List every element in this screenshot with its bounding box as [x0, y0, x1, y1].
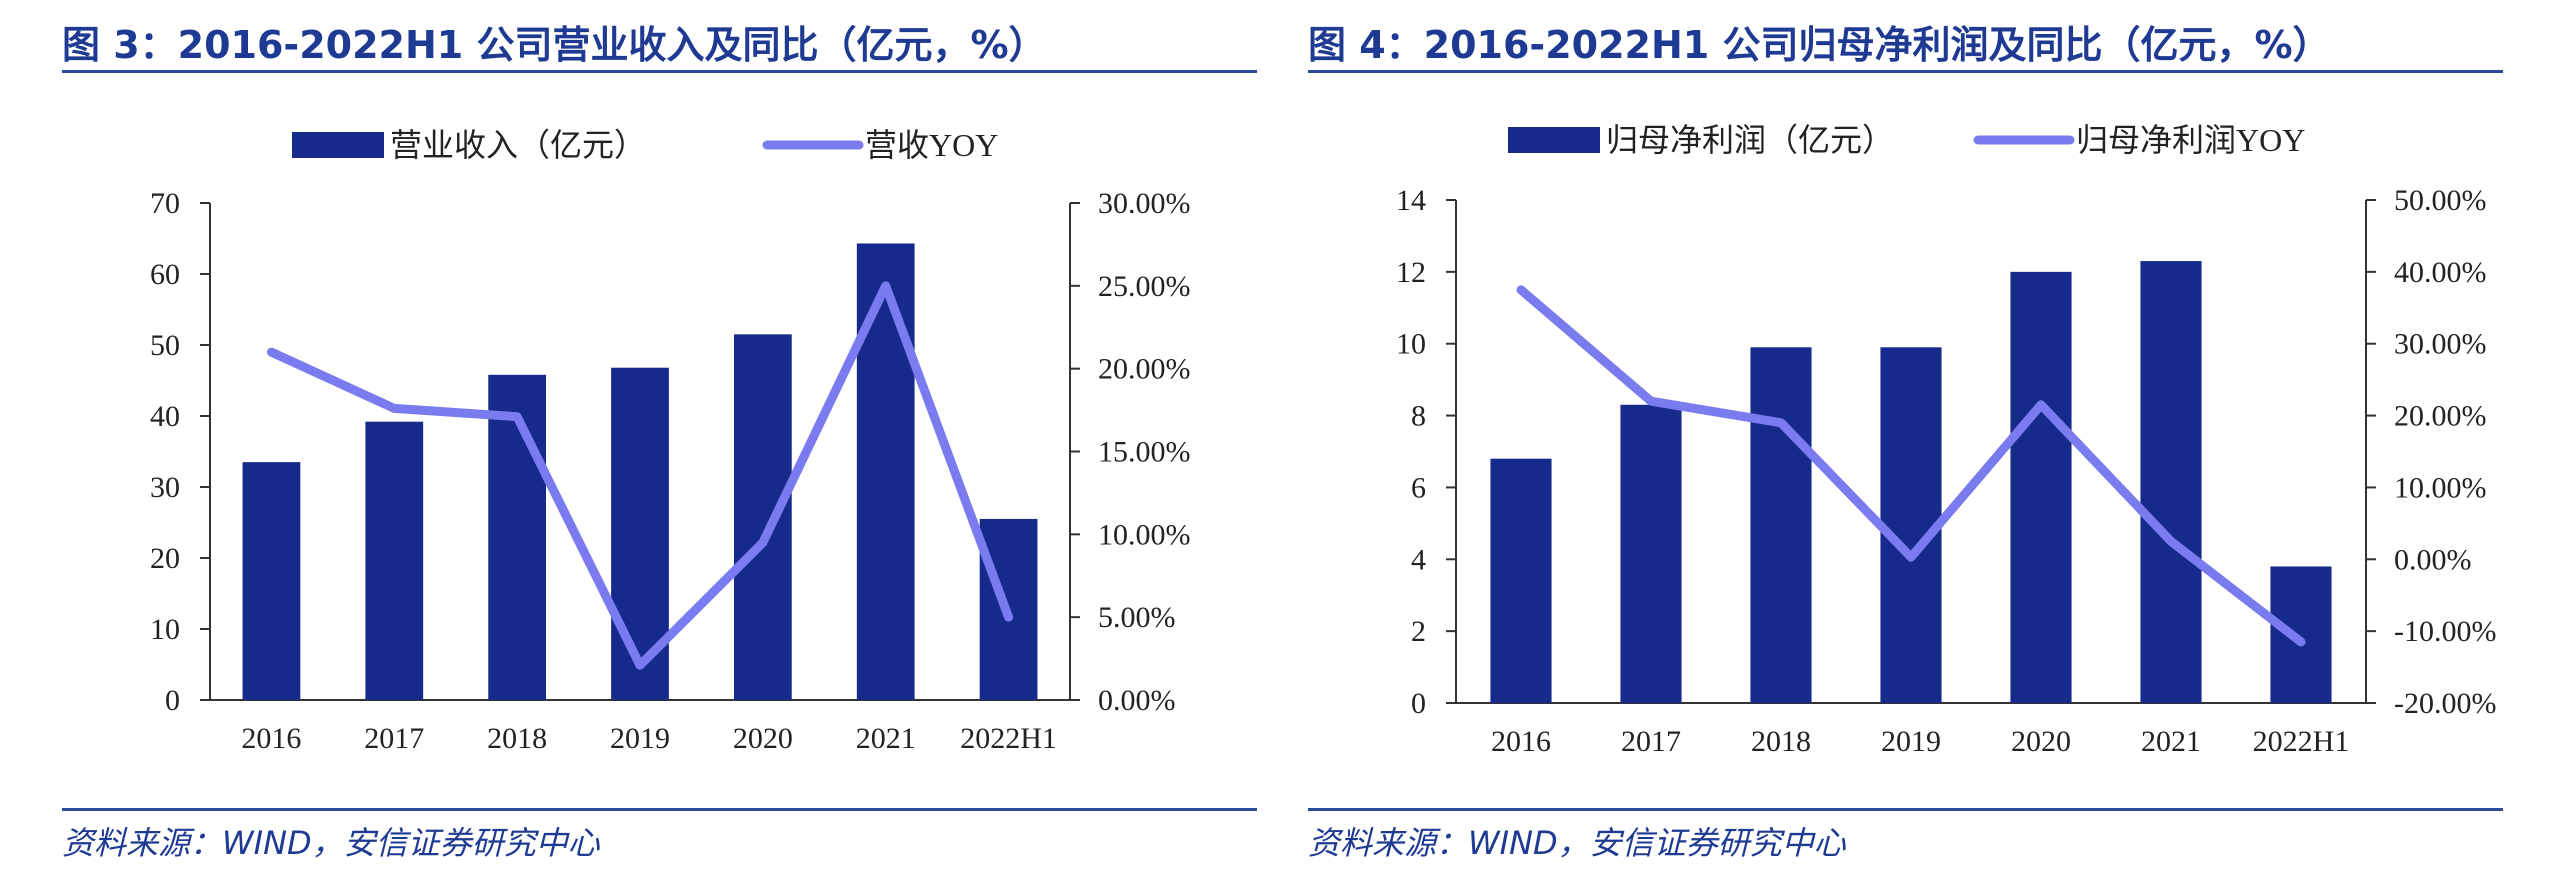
bar: [2010, 271, 2072, 703]
figure-title: 图 3：2016-2022H1 公司营业收入及同比（亿元，%）: [62, 23, 1047, 67]
left-tick-label: 20: [150, 542, 180, 575]
left-tick-label: 30: [150, 471, 180, 504]
left-tick-label: 40: [150, 400, 180, 433]
legend-line-label: 营收YOY: [865, 127, 998, 163]
left-tick-label: 8: [1411, 400, 1426, 433]
yoy-point: [639, 664, 641, 666]
x-tick-label: 2018: [1751, 725, 1811, 758]
x-tick-label: 2018: [487, 722, 547, 755]
left-tick-label: 6: [1411, 471, 1426, 504]
yoy-point: [2170, 540, 2172, 542]
left-tick-label: 0: [165, 684, 180, 717]
x-tick-label: 2021: [856, 722, 916, 755]
left-tick-label: 0: [1411, 687, 1426, 720]
bar: [1490, 458, 1552, 703]
right-tick-label: 50.00%: [2394, 184, 2487, 217]
right-tick-label: 10.00%: [1098, 518, 1191, 551]
yoy-point: [393, 407, 395, 409]
x-tick-label: 2016: [241, 722, 301, 755]
bar: [2270, 566, 2332, 703]
bar: [488, 374, 547, 700]
right-tick-label: -20.00%: [2394, 687, 2496, 720]
right-tick-label: 10.00%: [2394, 471, 2487, 504]
x-tick-label: 2019: [1881, 725, 1941, 758]
yoy-point: [1650, 400, 1652, 402]
x-tick-label: 2022H1: [960, 722, 1057, 755]
figure-3-panel: 图 3：2016-2022H1 公司营业收入及同比（亿元，%） 0 10 20 30 4…: [62, 0, 1322, 878]
legend-line-label: 归母净利润YOY: [2076, 122, 2305, 158]
right-tick-label: -10.00%: [2394, 615, 2496, 648]
left-tick-label: 50: [150, 329, 180, 362]
left-tick-label: 60: [150, 258, 180, 291]
yoy-point: [1780, 422, 1782, 424]
source-note: 资料来源：WIND，安信证券研究中心: [62, 824, 600, 862]
yoy-line: [1516, 285, 2306, 647]
left-tick-label: 70: [150, 187, 180, 220]
x-tick-label: 2020: [2011, 725, 2071, 758]
right-tick-label: 5.00%: [1098, 601, 1176, 634]
bar: [1750, 347, 1812, 703]
source-note: 资料来源：WIND，安信证券研究中心: [1308, 824, 1846, 862]
yoy-point: [885, 285, 887, 287]
x-tick-label: 2020: [733, 722, 793, 755]
yoy-point: [2040, 404, 2042, 406]
right-tick-label: 30.00%: [1098, 187, 1191, 220]
bar: [242, 462, 301, 700]
right-tick-label: 30.00%: [2394, 328, 2487, 361]
left-tick-label: 2: [1411, 615, 1426, 648]
right-tick-label: 25.00%: [1098, 270, 1191, 303]
left-tick-label: 10: [1396, 328, 1426, 361]
yoy-point: [1910, 556, 1912, 558]
left-tick-label: 4: [1411, 543, 1426, 576]
bar: [365, 421, 424, 700]
right-tick-label: 20.00%: [2394, 400, 2487, 433]
left-tick-label: 12: [1396, 256, 1426, 289]
right-tick-label: 15.00%: [1098, 436, 1191, 469]
x-tick-label: 2019: [610, 722, 670, 755]
legend-bar-swatch: [292, 132, 384, 158]
yoy-point: [1520, 289, 1522, 291]
yoy-point: [762, 542, 764, 544]
right-tick-label: 20.00%: [1098, 353, 1191, 386]
left-tick-label: 14: [1396, 184, 1426, 217]
right-tick-label: 0.00%: [2394, 543, 2472, 576]
legend-bar-swatch: [1508, 127, 1600, 153]
yoy-point: [516, 416, 518, 418]
x-tick-label: 2022H1: [2253, 725, 2350, 758]
bar: [1620, 404, 1682, 703]
revenue-chart: 0 10 20 30 40 50 60 70 0.00% 5.00% 10.00% 15.00% 20.…: [150, 127, 1191, 755]
yoy-point: [270, 351, 272, 353]
bar: [2140, 261, 2202, 703]
right-tick-label: 40.00%: [2394, 256, 2487, 289]
figure-title: 图 4：2016-2022H1 公司归母净利润及同比（亿元，%）: [1308, 23, 2331, 67]
bar: [1880, 347, 1942, 703]
title-rule: [62, 70, 1257, 73]
yoy-point: [1008, 616, 1010, 618]
legend-bar-label: 营业收入（亿元）: [390, 127, 646, 163]
x-tick-label: 2017: [1621, 725, 1681, 758]
source-rule: [62, 808, 1257, 811]
yoy-point: [2300, 641, 2302, 643]
x-tick-label: 2016: [1491, 725, 1551, 758]
yoy-line: [266, 281, 1014, 670]
net-profit-chart: 0 2 4 6 8 10 12 14 -20.00% -10.00% 0.00% 10.00% 20.0…: [1396, 122, 2496, 758]
source-rule: [1308, 808, 2503, 811]
bar: [856, 243, 915, 700]
bar: [733, 334, 792, 700]
figure-4-panel: 图 4：2016-2022H1 公司归母净利润及同比（亿元，%） 0 2 4 6 8 10…: [1308, 0, 2560, 878]
x-tick-label: 2021: [2141, 725, 2201, 758]
left-tick-label: 10: [150, 613, 180, 646]
title-rule: [1308, 70, 2503, 73]
legend-bar-label: 归母净利润（亿元）: [1606, 122, 1894, 158]
right-tick-label: 0.00%: [1098, 684, 1176, 717]
x-tick-label: 2017: [364, 722, 424, 755]
